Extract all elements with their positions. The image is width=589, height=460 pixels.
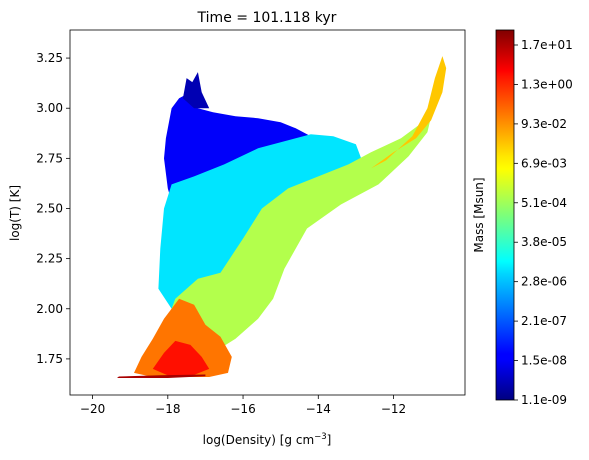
x-axis-label: log(Density) [g cm−3]	[203, 432, 332, 447]
colorbar-tick-label: 2.8e-06	[521, 275, 567, 289]
y-tick-label: 2.00	[36, 302, 63, 316]
region-cold-dense-peak	[152, 340, 210, 377]
colorbar-tick-label: 1.3e+00	[521, 77, 573, 91]
colorbar-tick-label: 6.9e-03	[521, 156, 567, 170]
colorbar-ticks: 1.7e+01 1.3e+00 9.3e-02 6.9e-03 5.1e-04 3.8e-…	[514, 38, 573, 407]
colorbar-tick-label: 1.7e+01	[521, 38, 573, 52]
y-tick-label: 2.75	[36, 151, 63, 165]
y-tick-label: 3.25	[36, 51, 63, 65]
colorbar	[495, 29, 515, 401]
x-tick-label: −20	[80, 402, 105, 416]
x-axis: −20 −18 −16 −14 −12	[80, 395, 406, 416]
colorbar-tick-label: 9.3e-02	[521, 117, 567, 131]
colorbar-tick-label: 1.5e-08	[521, 354, 567, 368]
y-tick-label: 2.50	[36, 201, 63, 215]
y-tick-label: 1.75	[36, 352, 63, 366]
region-dense-ridge	[371, 56, 447, 169]
region-cold-dense-core	[134, 298, 232, 377]
colorbar-tick-label: 2.1e-07	[521, 314, 567, 328]
y-axis: 1.75 2.00 2.25 2.50 2.75 3.00 3.25	[36, 51, 70, 366]
y-tick-label: 2.25	[36, 252, 63, 266]
x-tick-label: −14	[306, 402, 331, 416]
plot-frame	[69, 29, 466, 396]
colorbar-tick-label: 5.1e-04	[521, 196, 567, 210]
region-low-mass-fringe	[182, 72, 210, 109]
y-axis-label: log(T) [K]	[8, 185, 22, 241]
colorbar-tick-label: 3.8e-05	[521, 235, 567, 249]
x-tick-label: −12	[381, 402, 406, 416]
x-tick-label: −16	[230, 402, 255, 416]
x-tick-label: −18	[155, 402, 180, 416]
colorbar-tick-label: 1.1e-09	[521, 393, 567, 407]
y-tick-label: 3.00	[36, 101, 63, 115]
region-floor-line	[117, 374, 206, 378]
colorbar-label: Mass [Msun]	[472, 177, 486, 252]
region-cool-dense-band	[160, 108, 434, 359]
plot-regions	[117, 56, 447, 378]
chart-title: Time = 101.118 kyr	[197, 10, 337, 26]
